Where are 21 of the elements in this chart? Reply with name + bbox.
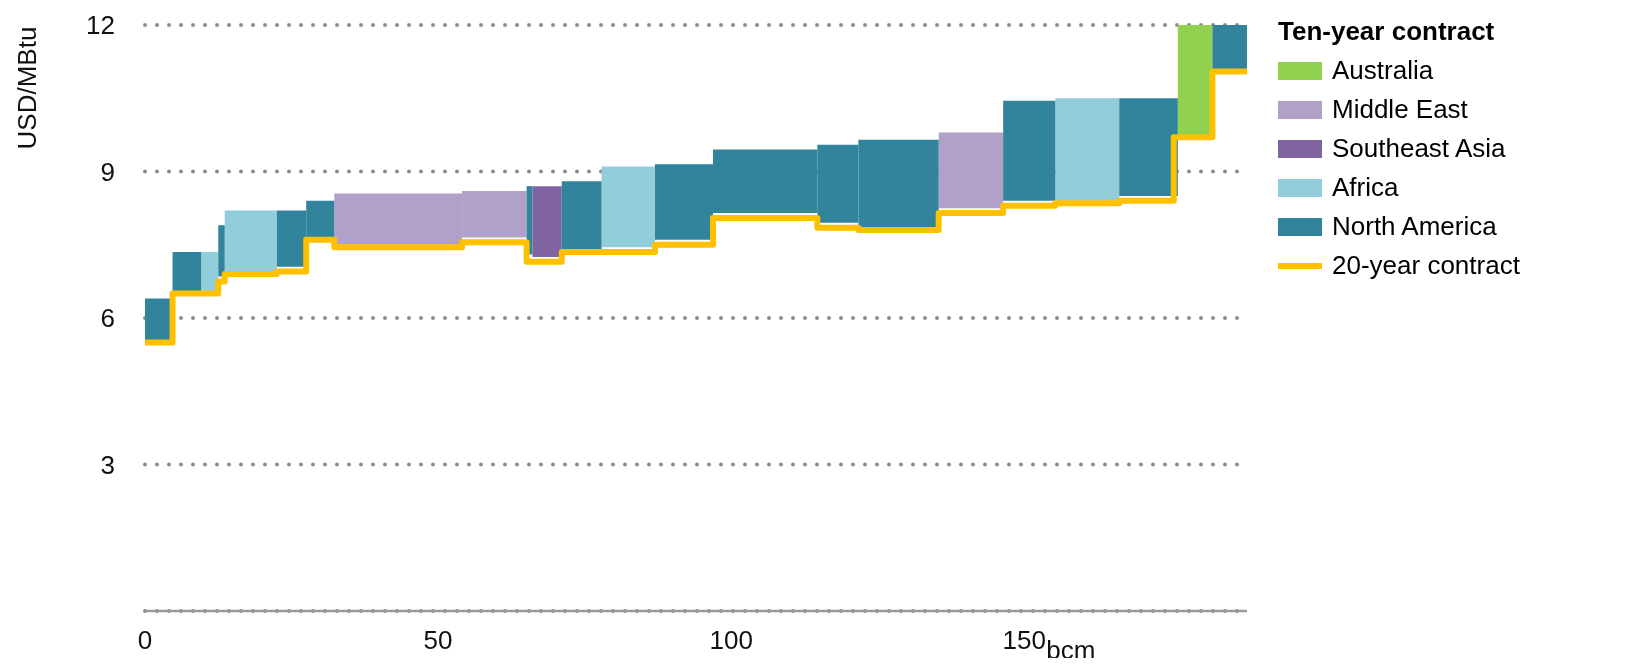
y-tick-label: 3 [100, 449, 115, 480]
bar [224, 210, 277, 272]
y-tick-label: 6 [100, 303, 115, 334]
legend-title: Ten-year contract [1278, 16, 1496, 47]
x-tick-label: 0 [137, 625, 153, 656]
y-tick-label: 12 [86, 10, 115, 41]
x-tick-label: 50 [423, 625, 453, 656]
legend-label: Africa [1332, 172, 1399, 203]
y-tick-label: 9 [100, 156, 115, 187]
bar [601, 166, 655, 248]
legend-label: 20-year contract [1332, 250, 1520, 281]
bar [532, 186, 562, 257]
legend-label: Australia [1332, 55, 1434, 86]
x-tick-label: 100 [709, 625, 753, 656]
x-tick-label: 150 [1002, 625, 1046, 656]
y-axis-title: USD/MBtu [12, 26, 42, 150]
bar [938, 132, 1004, 209]
legend-label: Southeast Asia [1332, 133, 1506, 164]
bar [1177, 25, 1213, 135]
legend-label: North America [1332, 211, 1497, 242]
legend-label: Middle East [1332, 94, 1468, 125]
